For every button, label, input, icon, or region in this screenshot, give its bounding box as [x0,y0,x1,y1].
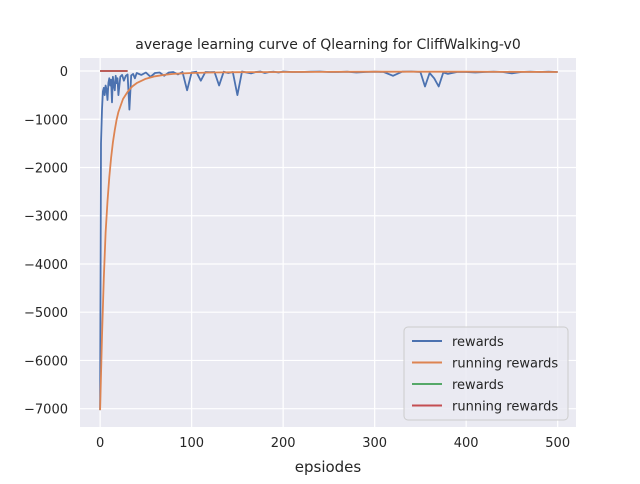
y-tick-label: −5000 [24,306,68,321]
x-tick-label: 500 [545,436,570,451]
series-lines [99,70,558,411]
legend-label: rewards [452,378,504,393]
x-axis-label: epsiodes [295,458,362,476]
series-line-0 [99,70,558,411]
series-line-1 [99,70,558,411]
tick-labels: 0 100 200 300 400 500 0 −1000 −2000 −3000 −4000 −50… [24,65,570,451]
legend-box [403,326,569,421]
y-tick-label: −3000 [24,210,68,225]
legend-label: running rewards [452,357,558,372]
x-tick-label: 100 [179,436,204,451]
legend: rewards running rewards rewards running rew… [403,326,569,421]
x-tick-label: 200 [271,436,296,451]
chart-title: average learning curve of Qlearning for … [135,37,520,53]
y-tick-label: 0 [60,65,68,80]
y-tick-label: −1000 [24,113,68,128]
x-tick-label: 300 [362,436,387,451]
y-tick-label: −7000 [24,403,68,418]
x-tick-label: 400 [454,436,479,451]
legend-label: rewards [452,335,504,350]
x-tick-label: 0 [96,436,104,451]
y-tick-label: −2000 [24,161,68,176]
legend-label: running rewards [452,400,558,415]
y-tick-label: −6000 [24,354,68,369]
y-tick-label: −4000 [24,258,68,273]
